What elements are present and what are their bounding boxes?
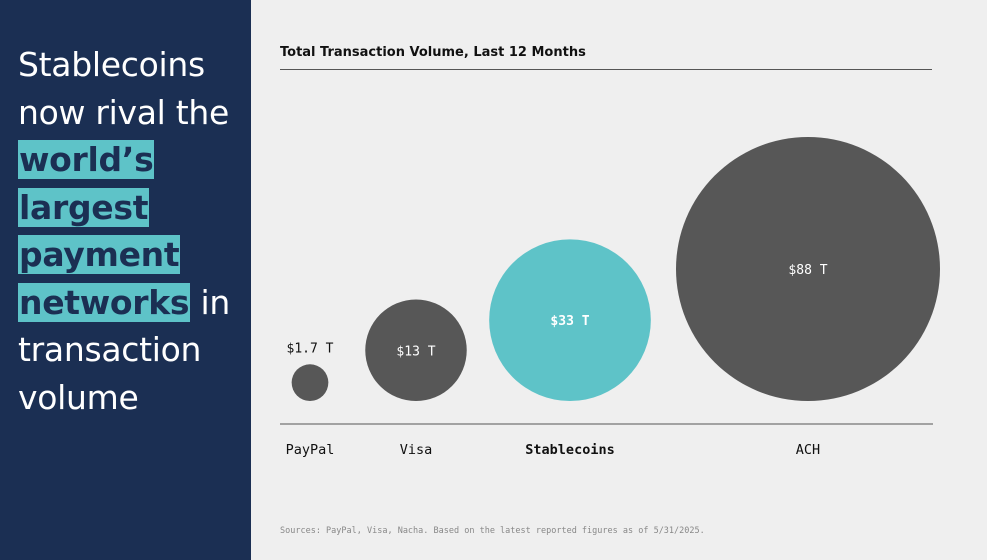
headline-text-2: in transaction volume xyxy=(18,282,230,417)
title-rule xyxy=(280,69,932,70)
chart-title: Total Transaction Volume, Last 12 Months xyxy=(280,45,586,60)
category-label-visa: Visa xyxy=(400,442,433,458)
category-label-ach: ACH xyxy=(796,442,820,458)
headline: Stablecoins now rival the world’s larges… xyxy=(18,41,248,421)
headline-highlight-3: payment xyxy=(18,235,181,274)
value-label-ach: $88 T xyxy=(788,263,827,278)
headline-highlight-1: world’s xyxy=(18,140,155,179)
left-panel: Stablecoins now rival the world’s larges… xyxy=(0,0,251,560)
headline-highlight-2: largest xyxy=(18,187,150,227)
category-label-stablecoins: Stablecoins xyxy=(525,442,614,458)
bubble-stablecoins xyxy=(489,239,651,401)
bubble-chart: $1.7 T PayPal $13 T Visa $33 T Stablecoins $88… xyxy=(280,137,940,458)
headline-text-1: Stablecoins now rival the xyxy=(18,45,229,132)
value-label-paypal: $1.7 T xyxy=(287,341,334,356)
bubble-visa xyxy=(365,299,467,402)
chart-panel: Total Transaction Volume, Last 12 Months… xyxy=(251,0,987,560)
value-label-stablecoins: $33 T xyxy=(550,314,589,329)
bubble-paypal xyxy=(291,364,329,402)
value-label-visa: $13 T xyxy=(396,344,435,359)
source-note: Sources: PayPal, Visa, Nacha. Based on t… xyxy=(280,526,705,536)
headline-highlight-4: networks xyxy=(18,282,191,322)
category-label-paypal: PayPal xyxy=(286,442,335,458)
bubble-ach xyxy=(676,137,940,401)
